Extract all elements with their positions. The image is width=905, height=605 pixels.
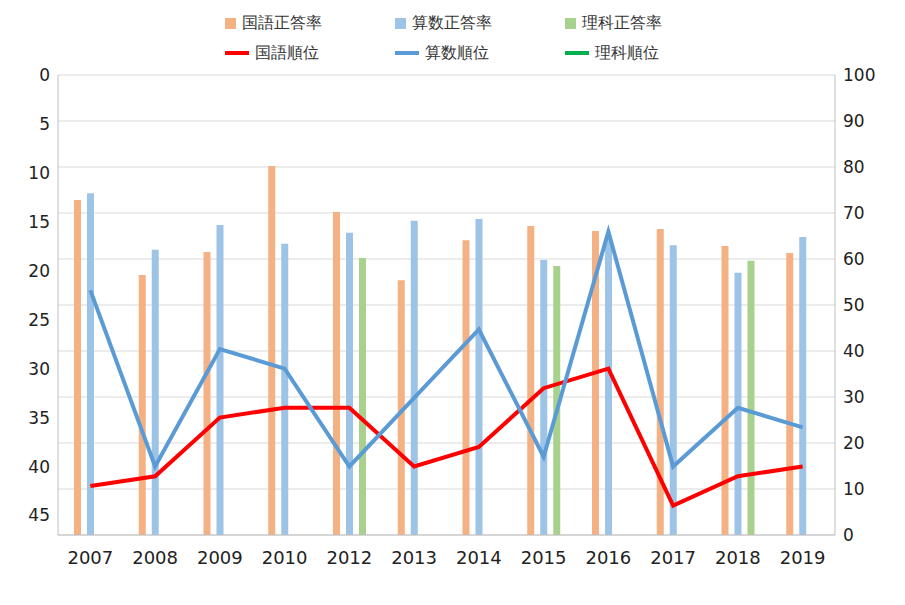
html-text:算数正答率: 算数正答率 (412, 12, 492, 32)
svg-text:2016: 2016 (585, 547, 631, 568)
html-text:国語順位: 国語順位 (255, 42, 319, 62)
svg-text:5: 5 (39, 114, 50, 134)
svg-text:0: 0 (39, 65, 50, 85)
svg-text:40: 40 (28, 457, 50, 477)
svg-text:25: 25 (28, 310, 50, 330)
svg-text:0: 0 (843, 525, 854, 545)
svg-text:2017: 2017 (650, 547, 696, 568)
svg-text:35: 35 (28, 408, 50, 428)
svg-text:70: 70 (843, 203, 865, 223)
svg-text:10: 10 (28, 163, 50, 183)
html-text:理科順位: 理科順位 (595, 42, 659, 62)
html-text:国語正答率: 国語正答率 (242, 12, 322, 32)
svg-text:20: 20 (28, 261, 50, 281)
html-text:理科正答率: 理科正答率 (582, 12, 662, 32)
svg-text:2018: 2018 (715, 547, 761, 568)
svg-text:2007: 2007 (67, 547, 113, 568)
svg-text:2019: 2019 (780, 547, 826, 568)
svg-text:100: 100 (843, 65, 875, 85)
svg-text:2014: 2014 (456, 547, 502, 568)
svg-text:2013: 2013 (391, 547, 437, 568)
svg-text:2015: 2015 (521, 547, 567, 568)
svg-text:45: 45 (28, 505, 50, 525)
svg-text:2012: 2012 (326, 547, 372, 568)
html-text:算数順位: 算数順位 (425, 42, 489, 62)
svg-text:60: 60 (843, 249, 865, 269)
svg-text:40: 40 (843, 341, 865, 361)
svg-text:2008: 2008 (132, 547, 178, 568)
svg-text:2009: 2009 (197, 547, 243, 568)
svg-text:50: 50 (843, 295, 865, 315)
svg-text:30: 30 (843, 387, 865, 407)
svg-text:20: 20 (843, 433, 865, 453)
svg-text:10: 10 (843, 479, 865, 499)
svg-text:15: 15 (28, 212, 50, 232)
svg-text:2010: 2010 (262, 547, 308, 568)
svg-text:80: 80 (843, 157, 865, 177)
svg-text:30: 30 (28, 359, 50, 379)
svg-text:90: 90 (843, 111, 865, 131)
